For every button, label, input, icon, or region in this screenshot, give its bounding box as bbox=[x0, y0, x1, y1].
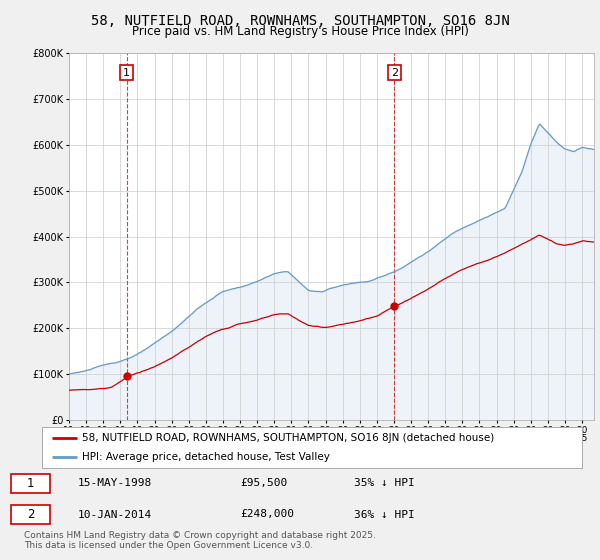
Text: HPI: Average price, detached house, Test Valley: HPI: Average price, detached house, Test… bbox=[83, 452, 331, 462]
Text: 58, NUTFIELD ROAD, ROWNHAMS, SOUTHAMPTON, SO16 8JN: 58, NUTFIELD ROAD, ROWNHAMS, SOUTHAMPTON… bbox=[91, 14, 509, 28]
Text: 36% ↓ HPI: 36% ↓ HPI bbox=[354, 510, 415, 520]
Text: Contains HM Land Registry data © Crown copyright and database right 2025.
This d: Contains HM Land Registry data © Crown c… bbox=[24, 531, 376, 550]
Text: 2: 2 bbox=[391, 68, 398, 78]
Text: 1: 1 bbox=[27, 477, 34, 490]
FancyBboxPatch shape bbox=[11, 505, 50, 524]
Text: £95,500: £95,500 bbox=[240, 478, 287, 488]
Text: £248,000: £248,000 bbox=[240, 510, 294, 520]
Text: 1: 1 bbox=[123, 68, 130, 78]
Text: 10-JAN-2014: 10-JAN-2014 bbox=[78, 510, 152, 520]
Text: 2: 2 bbox=[27, 508, 34, 521]
Text: Price paid vs. HM Land Registry's House Price Index (HPI): Price paid vs. HM Land Registry's House … bbox=[131, 25, 469, 38]
Text: 58, NUTFIELD ROAD, ROWNHAMS, SOUTHAMPTON, SO16 8JN (detached house): 58, NUTFIELD ROAD, ROWNHAMS, SOUTHAMPTON… bbox=[83, 433, 495, 443]
Text: 35% ↓ HPI: 35% ↓ HPI bbox=[354, 478, 415, 488]
Text: 15-MAY-1998: 15-MAY-1998 bbox=[78, 478, 152, 488]
FancyBboxPatch shape bbox=[11, 474, 50, 493]
